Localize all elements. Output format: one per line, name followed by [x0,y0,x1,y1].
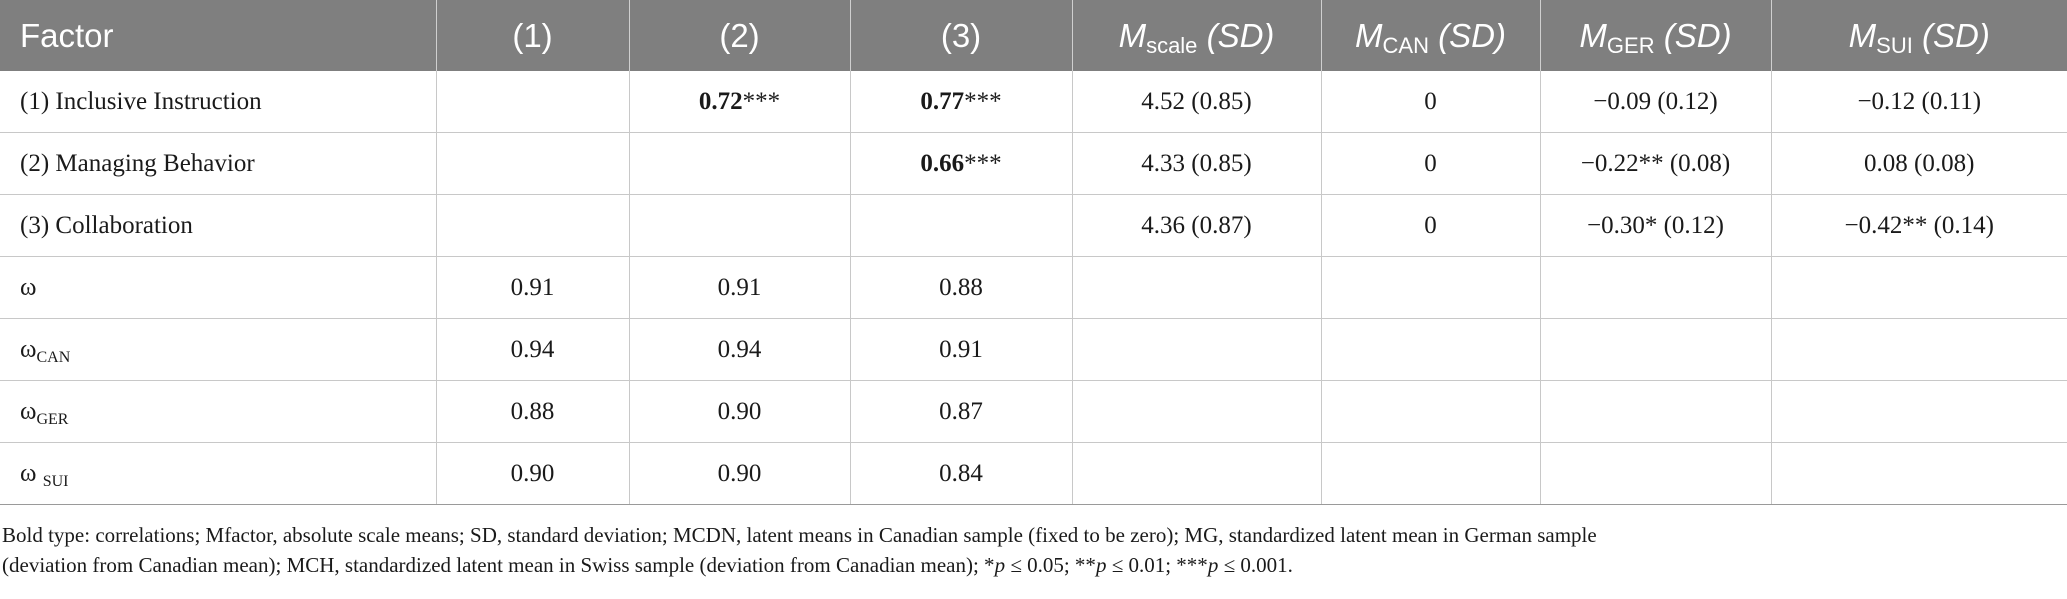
header-col-1: (1) [436,0,630,71]
empty-cell [1072,442,1322,505]
empty-cell [1072,318,1322,381]
factor-table: Factor (1) (2) (3) Mscale (SD) MCAN (SD)… [0,0,2067,505]
omega-col-3: 0.84 [850,442,1073,505]
omega-col-2: 0.90 [629,442,851,505]
empty-cell [1540,256,1772,319]
cell-col-3: 0.66*** [850,132,1073,195]
table-row: (1) Inclusive Instruction 0.72*** 0.77**… [0,71,2067,133]
omega-row: ω 0.91 0.91 0.88 [0,256,2067,319]
cell-m-can: 0 [1321,194,1541,257]
header-col-3: (3) [850,0,1073,71]
row-label: (3) Collaboration [0,194,437,257]
cell-col-1 [436,194,630,257]
empty-cell [1321,318,1541,381]
footnote-line-2: (deviation from Canadian mean); MCH, sta… [2,553,1293,577]
cell-col-3 [850,194,1073,257]
omega-col-3: 0.91 [850,318,1073,381]
empty-cell [1321,380,1541,443]
header-m-scale: Mscale (SD) [1072,0,1322,71]
cell-m-scale: 4.52 (0.85) [1072,71,1322,133]
cell-m-can: 0 [1321,71,1541,133]
cell-m-ger: −0.30* (0.12) [1540,194,1772,257]
empty-cell [1771,442,2067,505]
empty-cell [1072,380,1322,443]
cell-m-ger: −0.22** (0.08) [1540,132,1772,195]
row-label: (1) Inclusive Instruction [0,71,437,133]
table-footnote: Bold type: correlations; Mfactor, absolu… [2,520,2062,580]
omega-label: ωCAN [0,318,437,381]
empty-cell [1321,442,1541,505]
cell-m-ger: −0.09 (0.12) [1540,71,1772,133]
omega-row: ω SUI 0.90 0.90 0.84 [0,442,2067,505]
omega-col-1: 0.88 [436,380,630,443]
footnote-line-1: Bold type: correlations; Mfactor, absolu… [2,523,1597,547]
empty-cell [1771,380,2067,443]
omega-col-2: 0.90 [629,380,851,443]
table-row: (3) Collaboration 4.36 (0.87) 0 −0.30* (… [0,194,2067,257]
omega-col-2: 0.91 [629,256,851,319]
empty-cell [1321,256,1541,319]
cell-m-sui: 0.08 (0.08) [1771,132,2067,195]
header-col-2: (2) [629,0,851,71]
cell-m-sui: −0.42** (0.14) [1771,194,2067,257]
header-m-can: MCAN (SD) [1321,0,1541,71]
cell-col-2 [629,132,851,195]
omega-row: ωGER 0.88 0.90 0.87 [0,380,2067,443]
empty-cell [1540,318,1772,381]
table-row: (2) Managing Behavior 0.66*** 4.33 (0.85… [0,132,2067,195]
omega-col-3: 0.88 [850,256,1073,319]
empty-cell [1771,256,2067,319]
omega-label: ω [0,256,437,319]
cell-col-1 [436,132,630,195]
results-table-wrapper: Factor (1) (2) (3) Mscale (SD) MCAN (SD)… [0,0,2067,505]
omega-label: ω SUI [0,442,437,505]
cell-m-sui: −0.12 (0.11) [1771,71,2067,133]
omega-col-3: 0.87 [850,380,1073,443]
cell-m-scale: 4.33 (0.85) [1072,132,1322,195]
header-m-sui: MSUI (SD) [1771,0,2067,71]
empty-cell [1072,256,1322,319]
cell-col-2 [629,194,851,257]
row-label: (2) Managing Behavior [0,132,437,195]
omega-col-1: 0.91 [436,256,630,319]
empty-cell [1771,318,2067,381]
cell-col-1 [436,71,630,133]
header-factor: Factor [0,0,437,71]
cell-m-can: 0 [1321,132,1541,195]
omega-col-1: 0.94 [436,318,630,381]
cell-col-2: 0.72*** [629,71,851,133]
omega-row: ωCAN 0.94 0.94 0.91 [0,318,2067,381]
header-row: Factor (1) (2) (3) Mscale (SD) MCAN (SD)… [0,0,2067,71]
omega-col-2: 0.94 [629,318,851,381]
header-m-ger: MGER (SD) [1540,0,1772,71]
empty-cell [1540,442,1772,505]
empty-cell [1540,380,1772,443]
cell-m-scale: 4.36 (0.87) [1072,194,1322,257]
omega-col-1: 0.90 [436,442,630,505]
cell-col-3: 0.77*** [850,71,1073,133]
omega-label: ωGER [0,380,437,443]
